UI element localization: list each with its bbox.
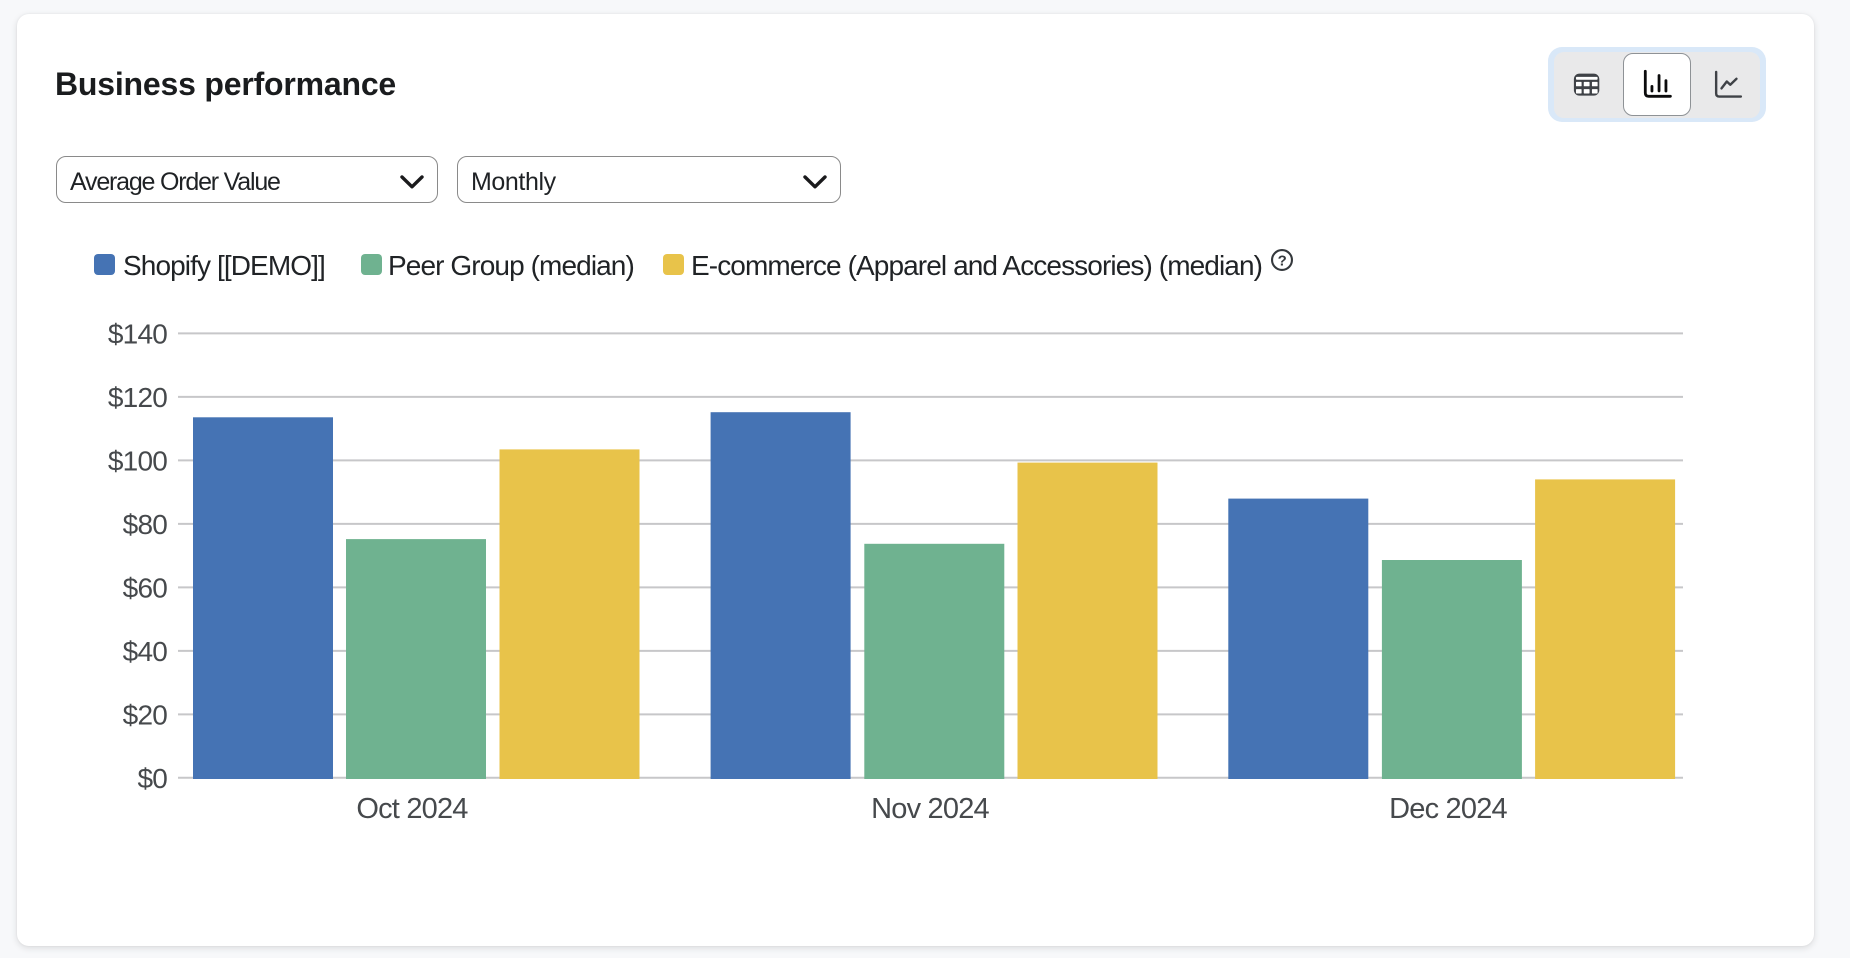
svg-text:$40: $40 xyxy=(123,636,168,667)
svg-text:Nov 2024: Nov 2024 xyxy=(871,793,989,825)
svg-text:Dec 2024: Dec 2024 xyxy=(1389,793,1507,825)
svg-text:$100: $100 xyxy=(108,446,167,477)
svg-text:Oct 2024: Oct 2024 xyxy=(356,793,468,825)
svg-text:$0: $0 xyxy=(137,763,167,794)
svg-text:$80: $80 xyxy=(123,509,168,540)
svg-text:$120: $120 xyxy=(108,382,167,413)
svg-text:$140: $140 xyxy=(108,319,167,350)
svg-text:$60: $60 xyxy=(123,573,168,604)
svg-text:$20: $20 xyxy=(123,700,168,731)
svg-text:?: ? xyxy=(1278,252,1287,269)
